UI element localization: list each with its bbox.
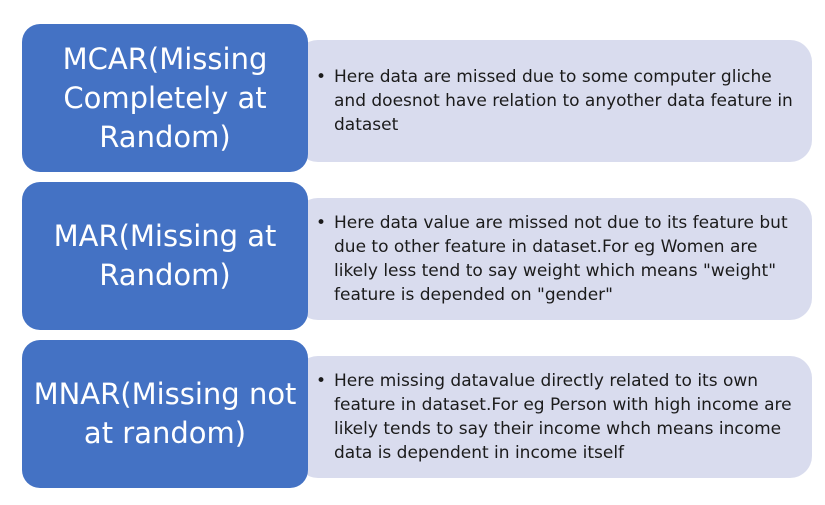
mar-description-box: • Here data value are missed not due to …: [296, 198, 812, 320]
mcar-description-item: • Here data are missed due to some compu…: [316, 65, 804, 137]
mar-label-text: MAR(Missing at Random): [53, 219, 277, 292]
mcar-description-box: • Here data are missed due to some compu…: [296, 40, 812, 162]
bullet-icon: •: [316, 371, 327, 391]
mcar-label-box: MCAR(Missing Completely at Random): [22, 24, 308, 172]
mnar-description-item: • Here missing datavalue directly relate…: [316, 369, 804, 465]
mnar-description-text: Here missing datavalue directly related …: [334, 371, 792, 463]
bullet-icon: •: [316, 213, 327, 233]
mcar-label-text: MCAR(Missing Completely at Random): [62, 41, 268, 154]
mnar-description-list: • Here missing datavalue directly relate…: [296, 369, 812, 465]
mcar-description-list: • Here data are missed due to some compu…: [296, 65, 812, 137]
bullet-icon: •: [316, 67, 327, 87]
mar-description-list: • Here data value are missed not due to …: [296, 211, 812, 307]
mcar-description-text: Here data are missed due to some compute…: [334, 67, 793, 135]
mnar-description-box: • Here missing datavalue directly relate…: [296, 356, 812, 478]
mnar-label-text: MNAR(Missing not at random): [33, 377, 297, 450]
mar-description-text: Here data value are missed not due to it…: [334, 213, 788, 305]
mnar-label-box: MNAR(Missing not at random): [22, 340, 308, 488]
mar-description-item: • Here data value are missed not due to …: [316, 211, 804, 307]
mar-label-box: MAR(Missing at Random): [22, 182, 308, 330]
